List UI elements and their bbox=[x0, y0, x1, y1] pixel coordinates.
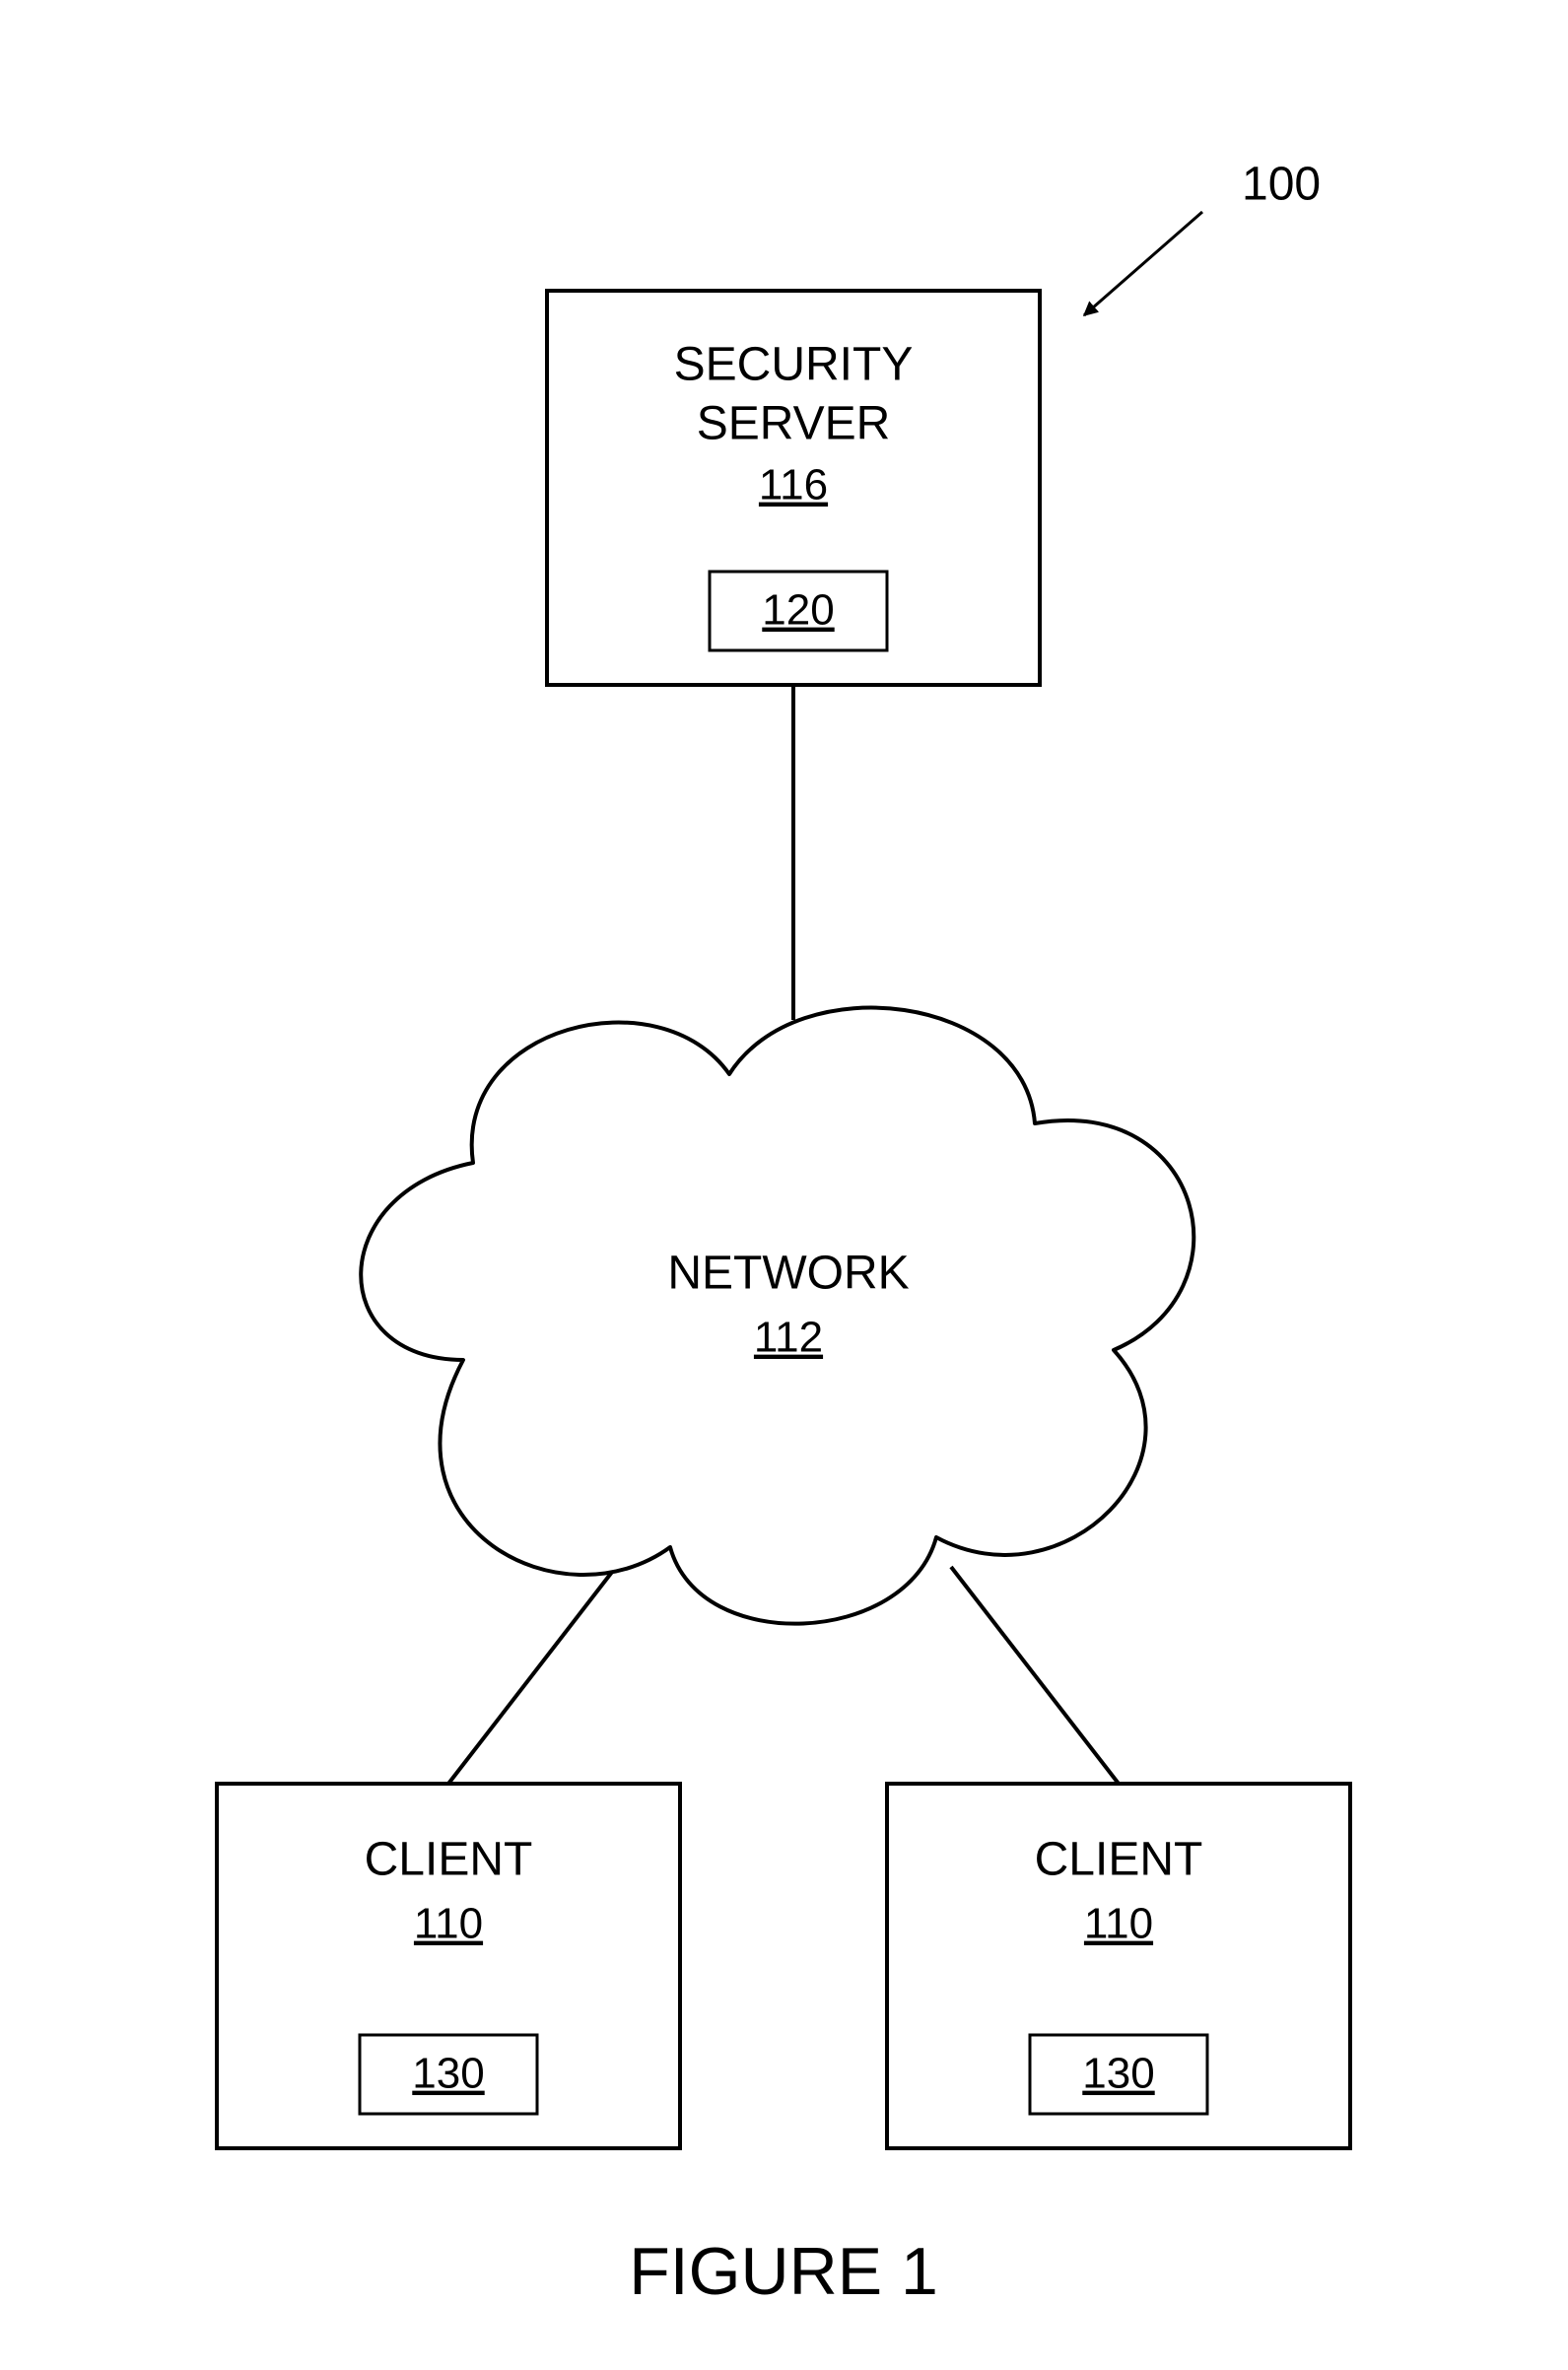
server-ref: 116 bbox=[759, 461, 828, 509]
network-ref: 112 bbox=[754, 1314, 823, 1362]
client-ref: 110 bbox=[1084, 1900, 1153, 1948]
client-ref: 110 bbox=[414, 1900, 483, 1948]
connector-line bbox=[951, 1567, 1119, 1784]
figure-caption: FIGURE 1 bbox=[629, 2234, 938, 2309]
figure-ref-arrow bbox=[1084, 212, 1202, 315]
network-label: NETWORK bbox=[667, 1248, 909, 1300]
client-inner-ref: 130 bbox=[1082, 2050, 1154, 2098]
client-title: CLIENT bbox=[1035, 1834, 1203, 1886]
figure-ref-label: 100 bbox=[1242, 159, 1321, 211]
client-inner-ref: 130 bbox=[412, 2050, 484, 2098]
server-title-line2: SERVER bbox=[697, 398, 891, 450]
server-inner-ref: 120 bbox=[762, 586, 834, 635]
connector-line bbox=[448, 1567, 616, 1784]
client-title: CLIENT bbox=[365, 1834, 533, 1886]
server-title-line1: SECURITY bbox=[674, 339, 914, 391]
